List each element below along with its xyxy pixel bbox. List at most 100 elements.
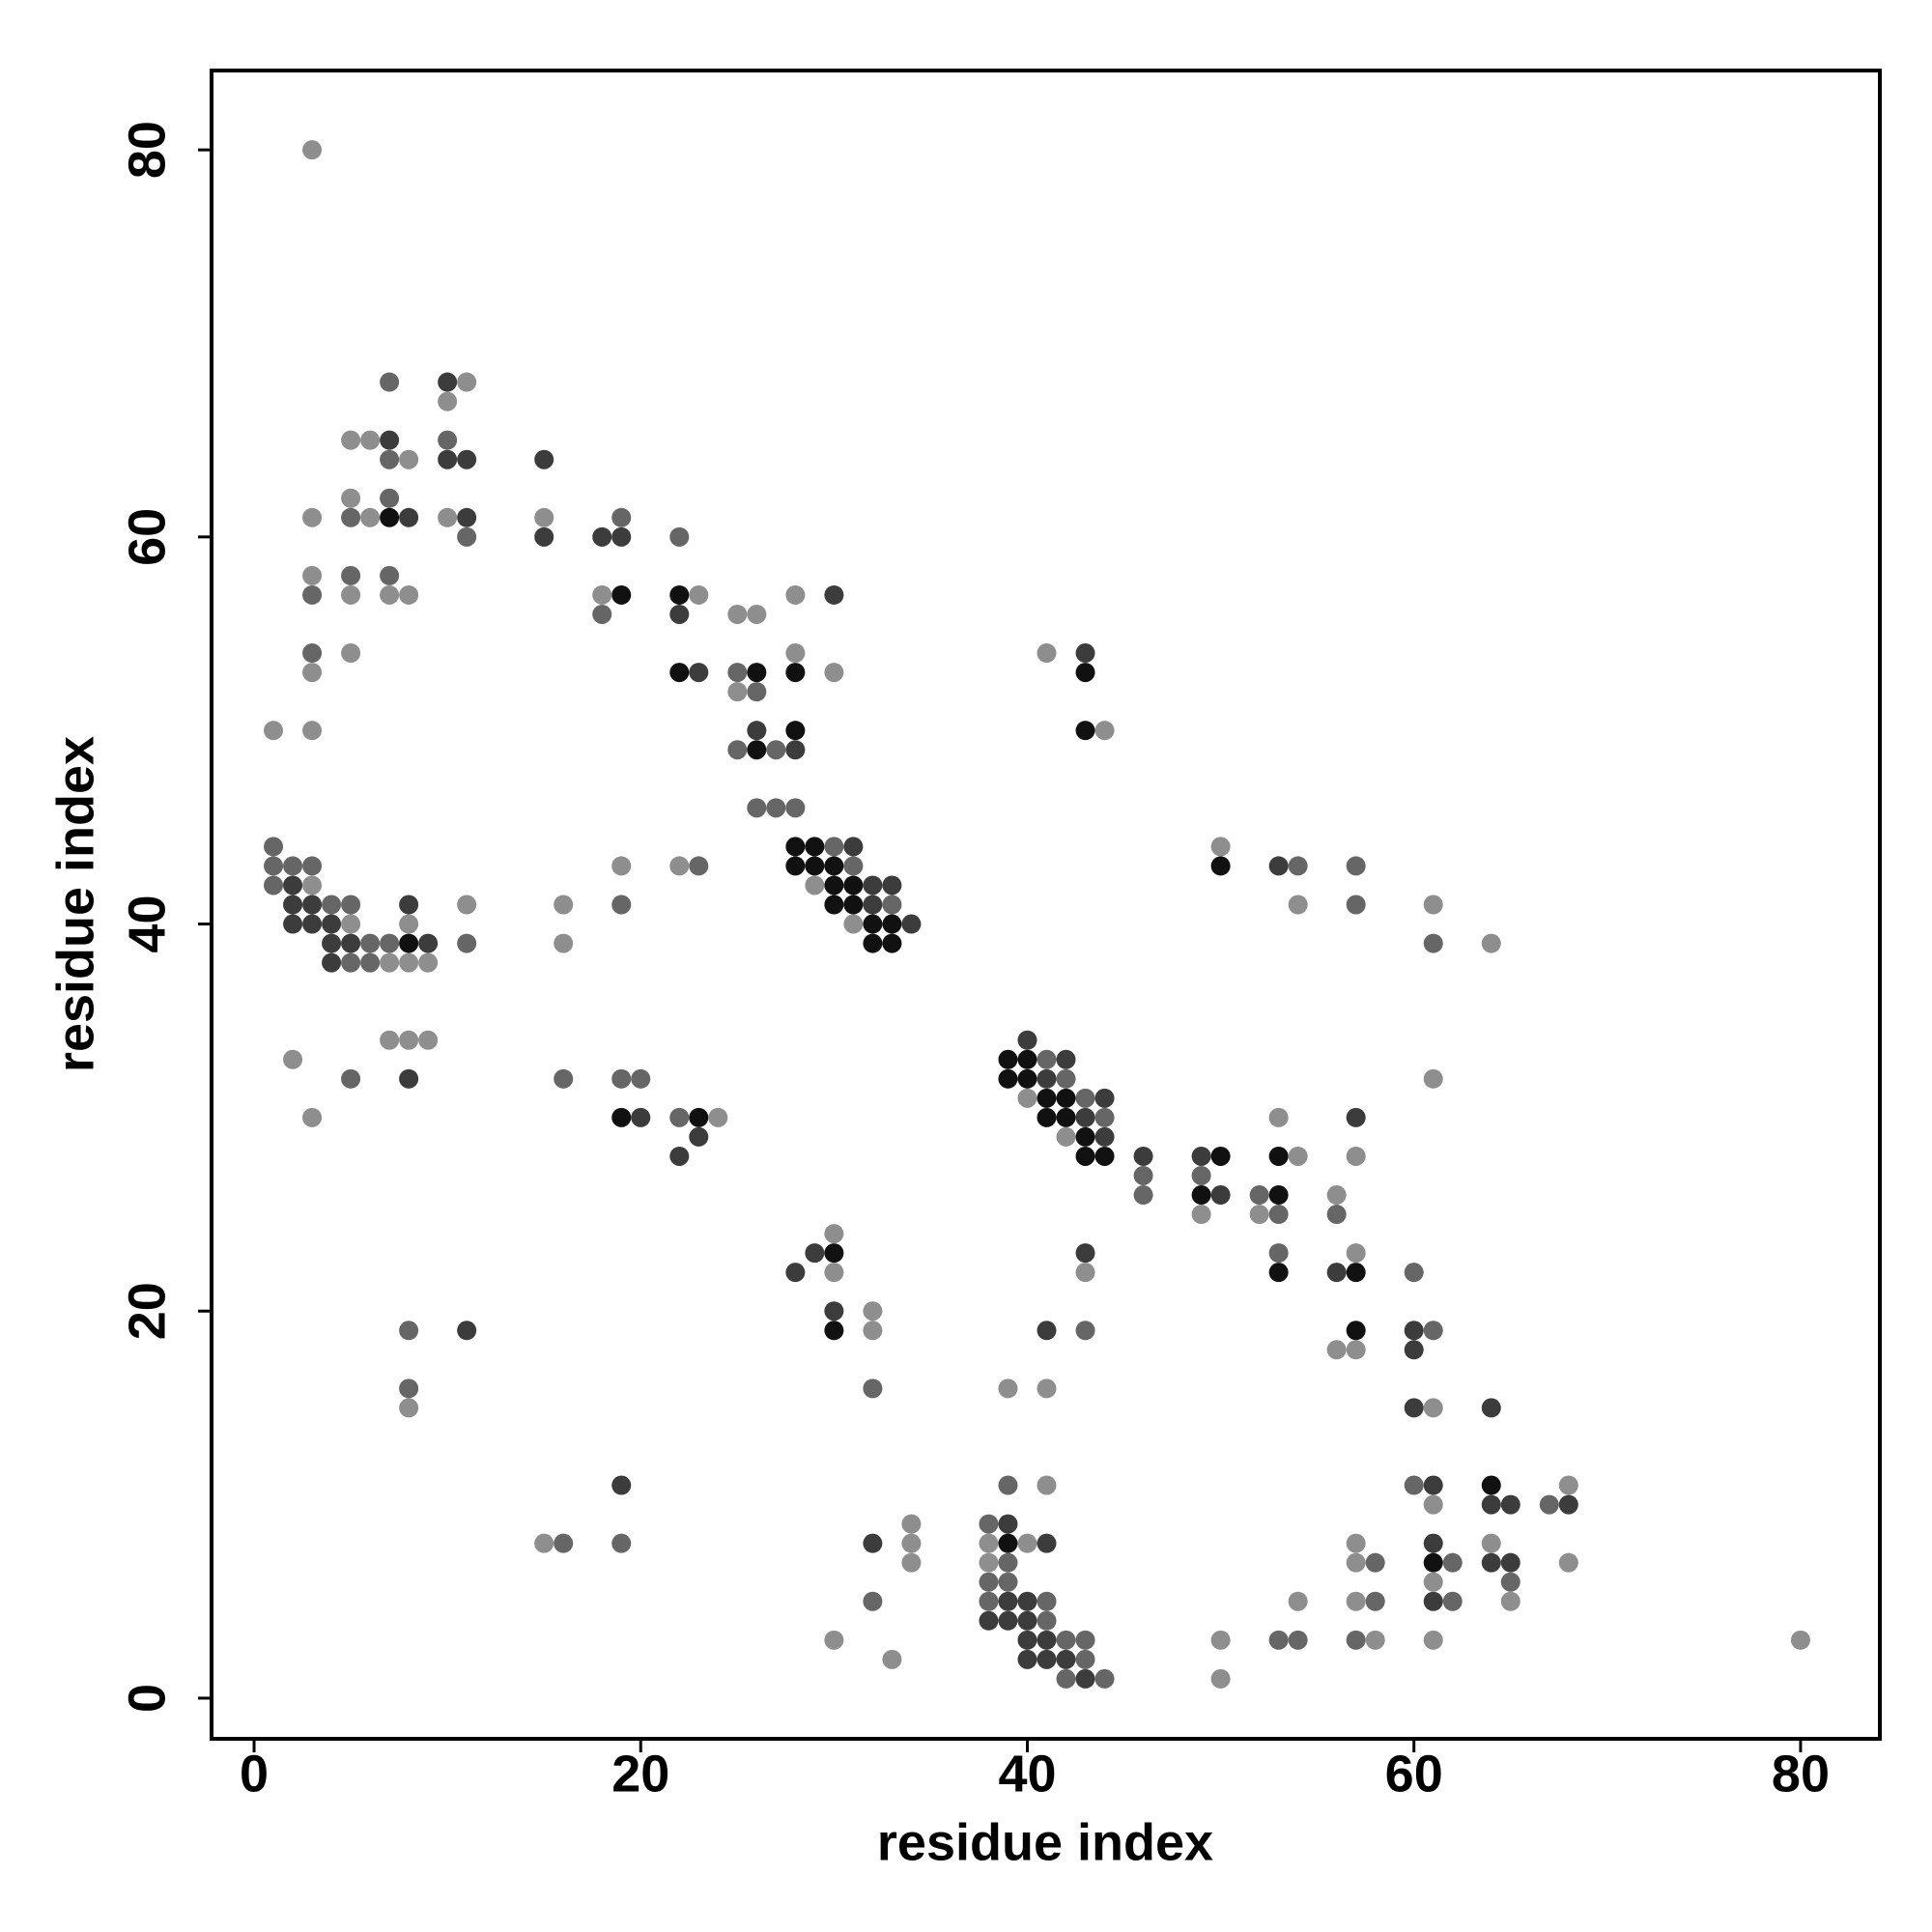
point (418, 933, 439, 953)
point (399, 952, 419, 973)
point (264, 856, 284, 876)
point (824, 584, 844, 605)
point (1056, 1668, 1076, 1689)
point (283, 875, 303, 895)
point (747, 798, 767, 818)
point (863, 914, 883, 934)
point (592, 584, 612, 605)
point (1075, 721, 1095, 741)
point (1075, 1146, 1095, 1166)
point (380, 933, 400, 953)
point (1346, 1340, 1366, 1360)
point (805, 1243, 825, 1264)
point (747, 721, 767, 741)
point (998, 1591, 1018, 1611)
point (1423, 1552, 1443, 1573)
point (1075, 663, 1095, 683)
point (1017, 1649, 1037, 1669)
point (863, 933, 883, 953)
point (380, 430, 400, 450)
point (534, 507, 554, 527)
point (1365, 1591, 1385, 1611)
point (1346, 1243, 1366, 1264)
point (1326, 1205, 1347, 1225)
point (631, 1068, 651, 1089)
point (380, 488, 400, 508)
point (534, 449, 554, 469)
point (1365, 1552, 1385, 1573)
point (824, 1321, 844, 1341)
point (824, 1224, 844, 1244)
point (689, 1126, 709, 1147)
point (1017, 1630, 1037, 1650)
point (302, 1107, 323, 1127)
point (727, 663, 748, 683)
point (1075, 643, 1095, 664)
point (1404, 1321, 1424, 1341)
point (1075, 1668, 1095, 1689)
point (785, 837, 806, 857)
point (302, 914, 323, 934)
point (998, 1533, 1018, 1553)
point (1094, 1126, 1115, 1147)
point (1037, 1475, 1057, 1495)
point (1423, 1321, 1443, 1341)
point (1288, 895, 1308, 915)
point (1017, 1610, 1037, 1631)
point (1268, 1185, 1289, 1206)
point (592, 526, 612, 547)
point (611, 507, 632, 527)
point (302, 856, 323, 876)
point (747, 604, 767, 624)
x-tick-label: 40 (998, 1745, 1056, 1803)
point (901, 1514, 922, 1534)
point (669, 663, 690, 683)
point (1075, 1263, 1095, 1283)
point (979, 1591, 999, 1611)
point (611, 584, 632, 605)
point (1423, 1591, 1443, 1611)
point (418, 952, 439, 973)
point (1210, 856, 1231, 876)
point (766, 740, 786, 760)
point (438, 507, 458, 527)
point (998, 1610, 1018, 1631)
point (863, 895, 883, 915)
point (824, 837, 844, 857)
point (1037, 1068, 1057, 1089)
x-tick-label: 0 (240, 1745, 269, 1803)
x-tick-label: 20 (611, 1745, 669, 1803)
point (554, 1068, 574, 1089)
point (1539, 1494, 1559, 1515)
point (1346, 1552, 1366, 1573)
point (1037, 643, 1057, 664)
point (747, 740, 767, 760)
point (1037, 1107, 1057, 1127)
point (360, 507, 381, 527)
point (1133, 1146, 1153, 1166)
point (283, 856, 303, 876)
point (1558, 1494, 1578, 1515)
point (438, 372, 458, 392)
point (824, 1630, 844, 1650)
point (689, 663, 709, 683)
point (611, 1533, 632, 1553)
point (998, 1572, 1018, 1592)
point (1268, 1630, 1289, 1650)
point (1037, 1591, 1057, 1611)
point (863, 1378, 883, 1399)
point (785, 1263, 806, 1283)
point (1056, 1126, 1076, 1147)
point (380, 584, 400, 605)
point (457, 933, 477, 953)
point (747, 663, 767, 683)
point (998, 1049, 1018, 1069)
point (322, 933, 342, 953)
point (1075, 1126, 1095, 1147)
point (1481, 1475, 1501, 1495)
point (669, 526, 690, 547)
point (438, 430, 458, 450)
point (1094, 1107, 1115, 1127)
point (843, 856, 864, 876)
